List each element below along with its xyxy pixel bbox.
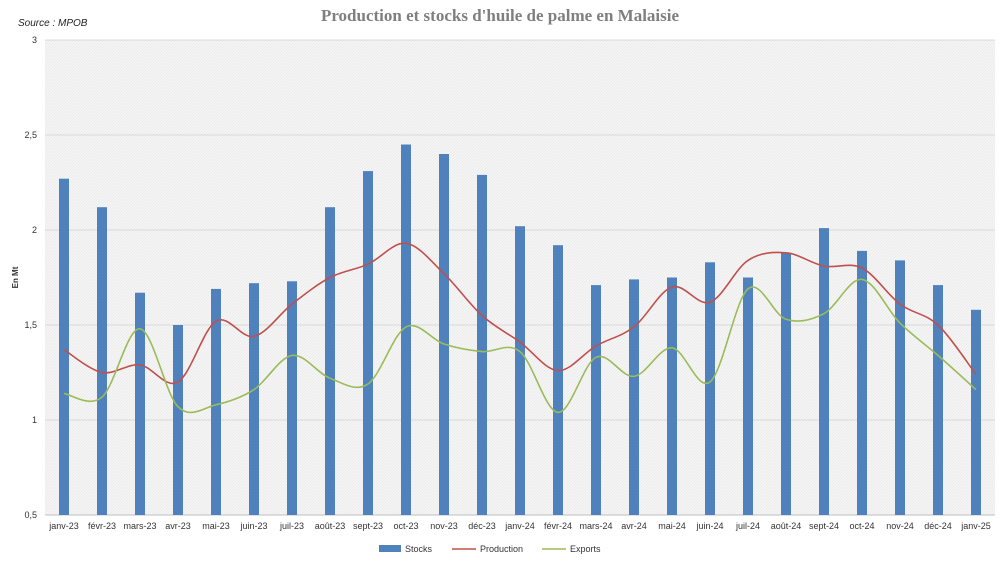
bar-stocks [249,283,259,515]
legend-label-stocks: Stocks [405,544,433,554]
x-tick-label: avr-24 [621,521,647,531]
bar-stocks [515,226,525,515]
legend-swatch-stocks [379,545,401,552]
x-tick-label: janv-24 [504,521,535,531]
bar-stocks [59,178,69,515]
y-axis-label: En Mt [11,266,20,288]
x-tick-label: janv-25 [960,521,991,531]
bar-stocks [781,252,791,516]
x-tick-label: mars-24 [579,521,612,531]
bar-stocks [629,279,639,515]
line-exports [63,278,977,414]
x-tick-label: févr-23 [88,521,116,531]
bar-stocks [819,228,829,515]
x-tick-label: sept-23 [353,521,383,531]
legend: Stocks Production Exports [379,544,601,554]
bar-stocks [363,171,373,515]
y-tick-label: 3 [32,35,37,45]
bar-stocks [173,325,183,515]
x-tick-label: déc-24 [924,521,952,531]
bar-stocks [477,174,487,515]
bar-stocks [401,144,411,515]
bar-stocks [135,292,145,515]
x-tick-label: mai-23 [202,521,230,531]
x-tick-label: juil-24 [735,521,760,531]
bar-stocks [211,288,221,515]
y-axis-ticks: 0,5 1 1,5 2 2,5 3 [24,35,37,520]
bar-stocks [971,309,981,515]
y-tick-label: 0,5 [24,510,37,520]
bar-stocks [857,250,867,515]
line-production [63,242,977,385]
bar-stocks [325,207,335,515]
legend-label-production: Production [480,544,523,554]
bar-stocks [895,260,905,515]
x-tick-label: juin-24 [695,521,723,531]
y-tick-label: 2,5 [24,130,37,140]
source-note: Source : MPOB [18,18,88,29]
bar-stocks [933,285,943,515]
x-tick-label: avr-23 [165,521,191,531]
bar-stocks [287,281,297,515]
x-tick-label: nov-23 [430,521,458,531]
x-tick-label: août-24 [771,521,802,531]
chart-title: Production et stocks d'huile de palme en… [320,6,680,25]
x-tick-label: juin-23 [239,521,267,531]
bar-stocks [553,245,563,515]
bar-stocks [439,154,449,515]
x-tick-label: août-23 [315,521,346,531]
bar-stocks [705,262,715,515]
x-tick-label: mars-23 [123,521,156,531]
y-tick-label: 1 [32,415,37,425]
x-tick-label: oct-23 [393,521,418,531]
x-tick-label: juil-23 [279,521,304,531]
stocks-bars [59,144,981,516]
x-tick-label: oct-24 [849,521,874,531]
x-tick-label: févr-24 [544,521,572,531]
legend-label-exports: Exports [570,544,601,554]
bar-stocks [667,277,677,515]
y-tick-label: 1,5 [24,320,37,330]
bar-stocks [97,207,107,515]
x-axis-ticks: janv-23 févr-23 mars-23 avr-23 mai-23 juin-23… [48,521,991,531]
y-tick-label: 2 [32,225,37,235]
x-tick-label: déc-23 [468,521,496,531]
x-tick-label: mai-24 [658,521,686,531]
series-lines [63,242,977,414]
x-tick-label: sept-24 [809,521,839,531]
x-tick-label: janv-23 [48,521,79,531]
bar-stocks [743,277,753,515]
x-tick-label: nov-24 [886,521,914,531]
bar-stocks [591,285,601,515]
